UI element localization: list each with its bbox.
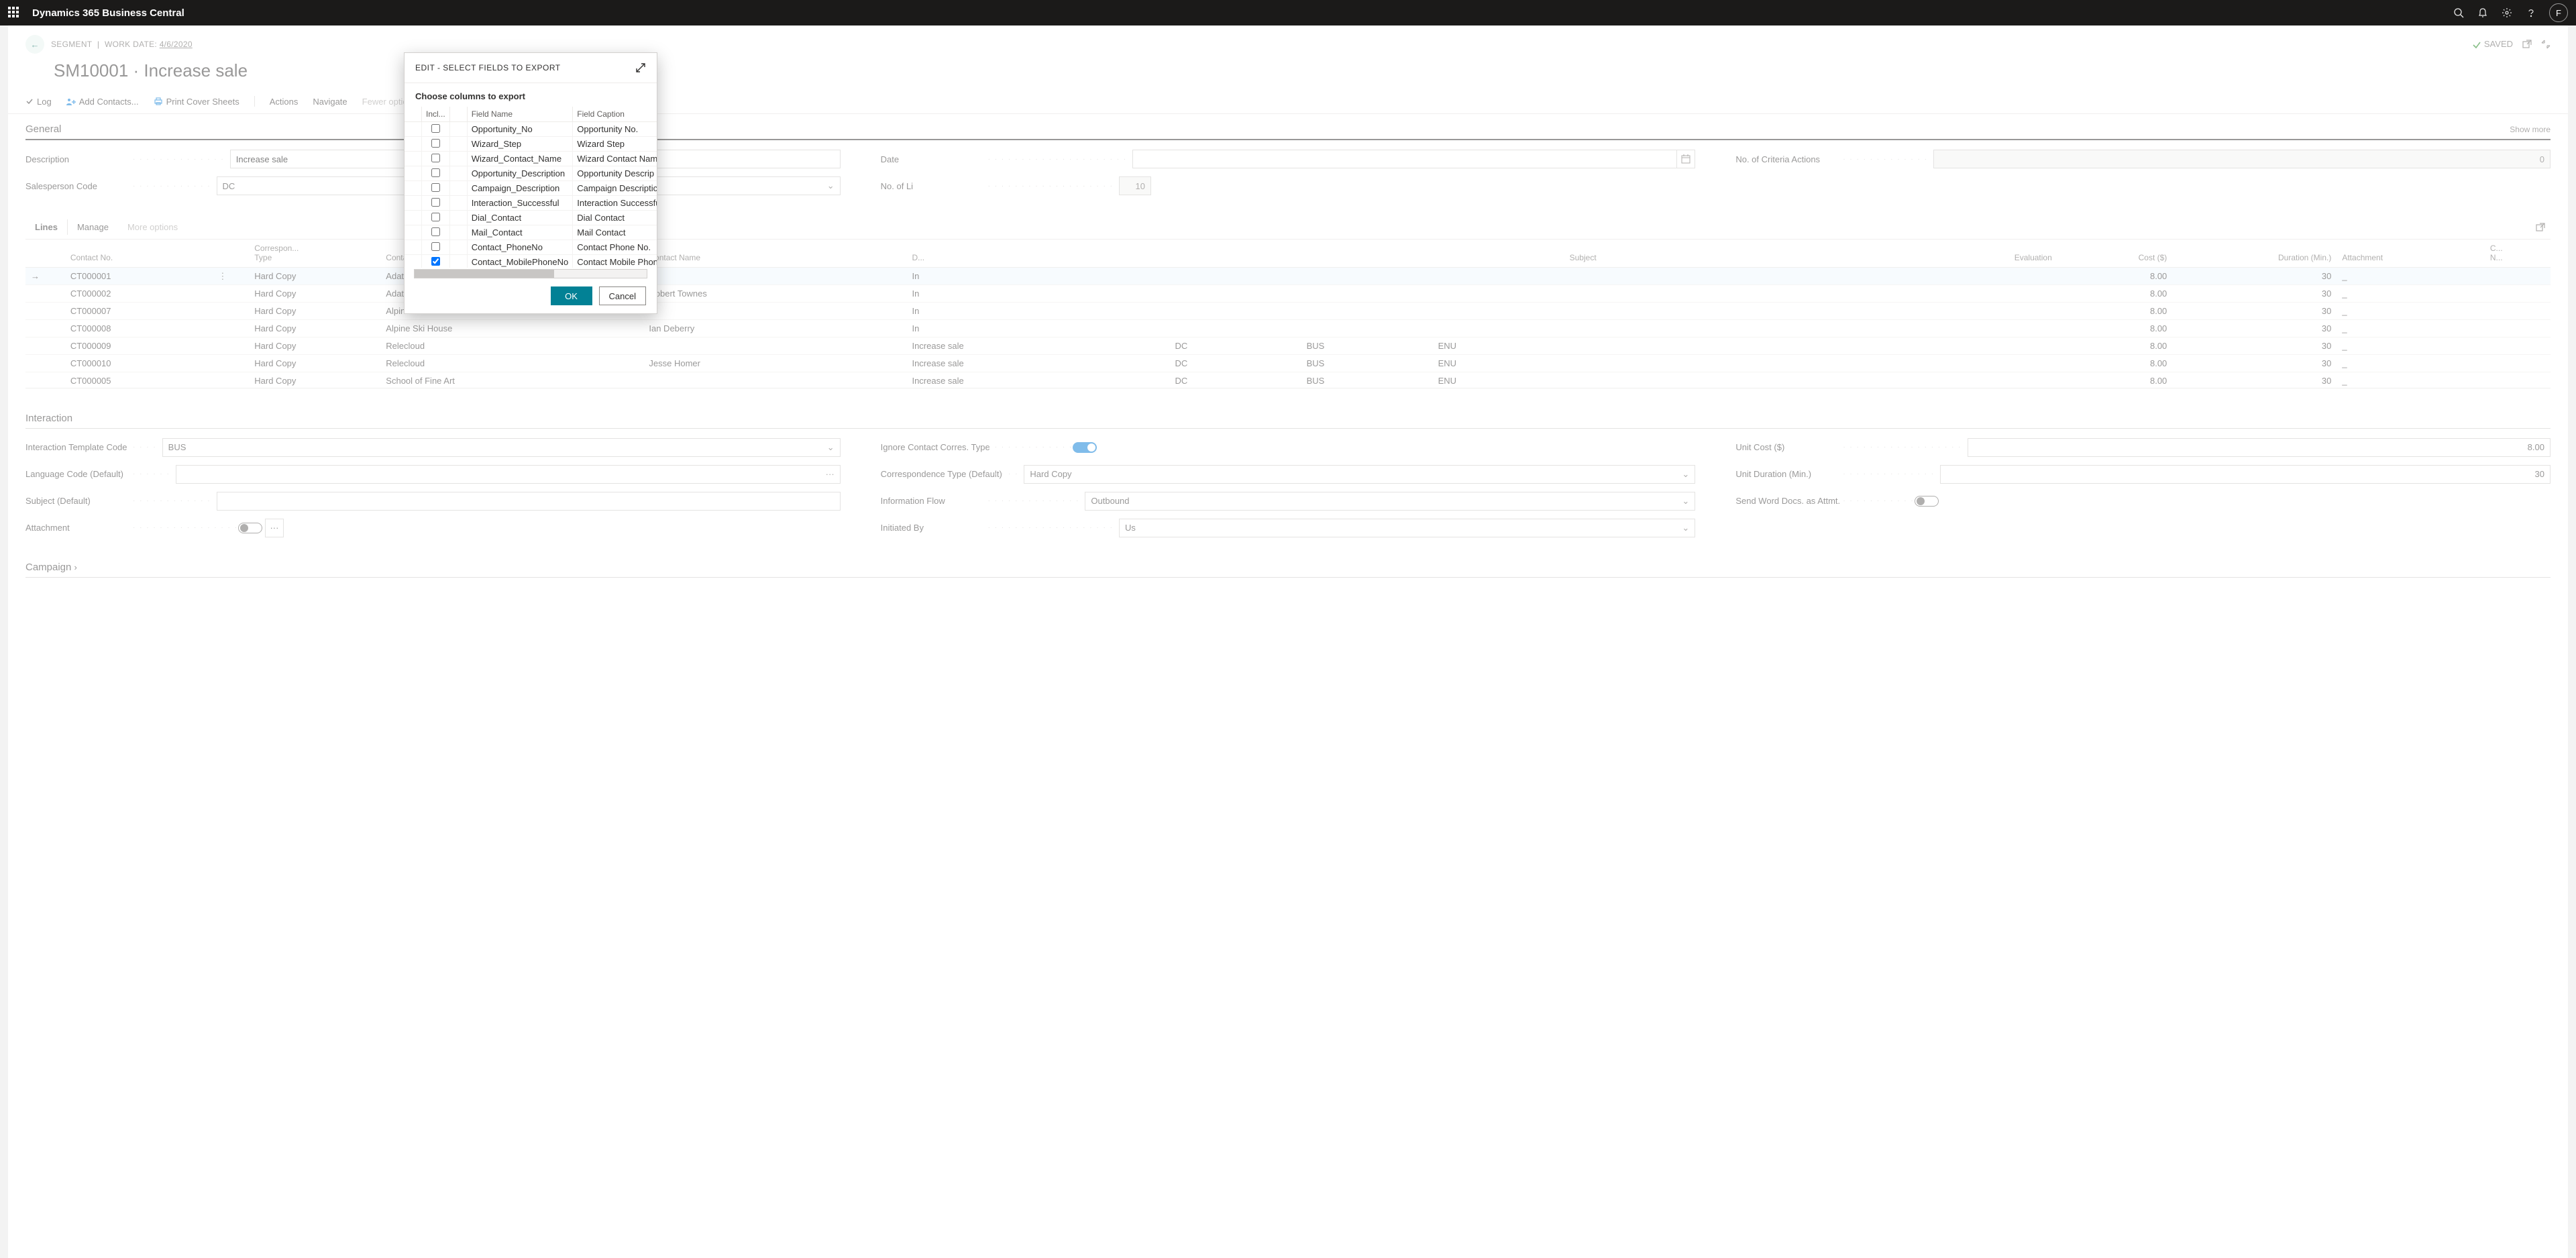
col-fieldname[interactable]: Field Name xyxy=(467,107,573,122)
include-checkbox[interactable] xyxy=(431,139,440,148)
include-checkbox[interactable] xyxy=(431,168,440,177)
col-include[interactable]: Incl... xyxy=(422,107,450,122)
dialog-title: EDIT - SELECT FIELDS TO EXPORT xyxy=(415,63,561,72)
include-checkbox[interactable] xyxy=(431,198,440,207)
dialog-field-row[interactable]: Wizard_Contact_NameWizard Contact Nam xyxy=(405,152,657,166)
col-caption[interactable]: Field Caption xyxy=(573,107,657,122)
include-checkbox[interactable] xyxy=(431,183,440,192)
dialog-field-row[interactable]: Contact_PhoneNoContact Phone No. xyxy=(405,240,657,255)
include-checkbox[interactable] xyxy=(431,227,440,236)
dialog-field-row[interactable]: Opportunity_DescriptionOpportunity Descr… xyxy=(405,166,657,181)
dialog-field-row[interactable]: Campaign_DescriptionCampaign Descriptic xyxy=(405,181,657,196)
dialog-field-row[interactable]: Mail_ContactMail Contact xyxy=(405,225,657,240)
include-checkbox[interactable] xyxy=(431,257,440,266)
include-checkbox[interactable] xyxy=(431,213,440,221)
settings-icon[interactable] xyxy=(2501,7,2513,19)
search-icon[interactable] xyxy=(2453,7,2465,19)
notifications-icon[interactable] xyxy=(2477,7,2489,19)
app-topbar: Dynamics 365 Business Central F xyxy=(0,0,2576,25)
ok-button[interactable]: OK xyxy=(551,286,592,305)
app-launcher-icon[interactable] xyxy=(8,7,20,19)
dialog-fields-table: Incl... Field Name Field Caption Opportu… xyxy=(405,107,657,268)
dialog-field-row[interactable]: Contact_MobilePhoneNoContact Mobile Phon xyxy=(405,255,657,268)
cancel-button[interactable]: Cancel xyxy=(599,286,646,305)
include-checkbox[interactable] xyxy=(431,242,440,251)
user-initial: F xyxy=(2556,8,2561,18)
dialog-subtitle: Choose columns to export xyxy=(405,83,657,107)
dialog-field-row[interactable]: Wizard_StepWizard Step xyxy=(405,137,657,152)
help-icon[interactable] xyxy=(2525,7,2537,19)
page-card: ← SEGMENT | WORK DATE: 4/6/2020 SAVED SM… xyxy=(8,25,2568,1258)
dialog-expand-icon[interactable] xyxy=(635,62,646,73)
dialog-field-row[interactable]: Opportunity_NoOpportunity No. xyxy=(405,122,657,137)
dialog-field-row[interactable]: Dial_ContactDial Contact xyxy=(405,211,657,225)
export-fields-dialog: EDIT - SELECT FIELDS TO EXPORT Choose co… xyxy=(404,52,657,314)
include-checkbox[interactable] xyxy=(431,124,440,133)
app-title: Dynamics 365 Business Central xyxy=(32,7,184,19)
dialog-hscrollbar[interactable] xyxy=(414,269,647,278)
include-checkbox[interactable] xyxy=(431,154,440,162)
user-avatar[interactable]: F xyxy=(2549,3,2568,22)
dialog-field-row[interactable]: Interaction_SuccessfulInteraction Succes… xyxy=(405,196,657,211)
modal-overlay xyxy=(8,25,2568,1258)
